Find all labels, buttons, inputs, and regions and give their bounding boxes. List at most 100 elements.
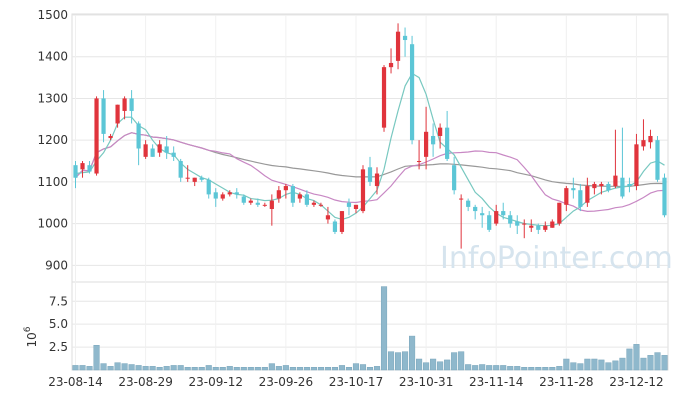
volume-bar [451, 352, 458, 371]
candle-body [150, 148, 155, 157]
candle-body [199, 177, 204, 180]
candle-body [508, 215, 513, 224]
candle-body [73, 165, 78, 178]
volume-bar [542, 367, 549, 371]
volume-bar [191, 367, 198, 371]
volume-bar [128, 364, 135, 371]
volume-bar [402, 351, 409, 371]
candle-body [655, 140, 660, 180]
volume-bar [486, 365, 493, 371]
x-tick-label: 23-11-14 [469, 375, 523, 389]
volume-bar [633, 344, 640, 371]
price-tick-label: 1000 [37, 217, 68, 231]
candle-body [445, 127, 450, 159]
price-tick-label: 1500 [37, 8, 68, 22]
volume-bar [444, 359, 451, 371]
volume-bar [338, 365, 346, 371]
volume-bar [177, 365, 184, 371]
volume-bar [212, 367, 219, 371]
volume-bar [219, 367, 226, 371]
candle-body [416, 161, 422, 163]
candle-body [241, 196, 246, 203]
candle-body [543, 225, 548, 230]
candle-body [297, 194, 302, 199]
candle-body [515, 221, 520, 226]
candle-body [129, 98, 134, 111]
x-tick-label: 23-12-12 [609, 375, 663, 389]
candle-body [227, 192, 232, 195]
volume-bar [598, 359, 605, 371]
price-tick-label: 1300 [37, 91, 68, 105]
candle-body [409, 44, 415, 141]
candle-body [115, 104, 120, 124]
volume-bar [114, 362, 121, 371]
candle-body [262, 204, 267, 206]
volume-bar [430, 358, 437, 371]
volume-bar [507, 366, 514, 371]
volume-bar [514, 366, 521, 371]
volume-bar [373, 366, 381, 371]
candle-body [283, 186, 288, 191]
volume-bar [387, 351, 395, 371]
volume-bar [261, 367, 268, 371]
volume-bar [528, 367, 535, 371]
price-tick-label: 900 [45, 258, 68, 272]
volume-bar [366, 367, 374, 371]
volume-unit-label: 106 [23, 326, 39, 347]
candle-body [269, 200, 274, 209]
volume-bar [605, 362, 612, 371]
volume-bar [268, 363, 275, 371]
volume-bar [184, 367, 191, 371]
candle-body [648, 135, 653, 143]
price-tick-label: 1400 [37, 50, 68, 64]
volume-bar [563, 358, 570, 371]
candle-body [388, 62, 394, 68]
candle-body [374, 173, 380, 187]
candle-body [634, 144, 639, 187]
volume-bar [303, 367, 310, 371]
volume-bar [345, 367, 353, 371]
x-tick-label: 23-08-14 [48, 375, 102, 389]
candle-body [466, 200, 471, 207]
candle-body [620, 177, 625, 197]
volume-bar [93, 345, 100, 371]
volume-bar [86, 366, 93, 371]
volume-bar [135, 365, 142, 371]
volume-bar [72, 365, 79, 371]
volume-bar [310, 367, 317, 371]
volume-bar [493, 365, 500, 371]
price-tick-label: 1200 [37, 133, 68, 147]
volume-tick-label: 2.5 [49, 340, 68, 354]
candle-body [395, 31, 401, 61]
volume-bar [612, 360, 619, 371]
candle-body [136, 123, 141, 149]
candle-body [157, 144, 162, 153]
candle-body [641, 140, 646, 147]
candle-body [459, 198, 464, 200]
candle-body [220, 194, 225, 199]
candle-body [431, 135, 436, 145]
candle-body [550, 221, 555, 228]
candle-body [234, 192, 239, 195]
candle-body [206, 179, 211, 195]
candle-body [185, 177, 190, 179]
volume-bar [394, 352, 402, 371]
volume-bar [226, 366, 233, 371]
candle-body [94, 98, 99, 174]
volume-bar [556, 366, 563, 371]
grid-layer [71, 13, 669, 371]
volume-bar [423, 362, 430, 371]
candle-body [564, 188, 569, 205]
volume-bar [198, 367, 205, 371]
candle-body [494, 211, 499, 224]
candle-body [311, 202, 317, 205]
volume-bar [591, 358, 598, 371]
volume-bar [584, 358, 591, 371]
candle-body [213, 192, 218, 199]
volume-bar [352, 363, 360, 371]
axis-layer: 900 1000 1100 1200 1300 1400 1500 2.5 5.0 7.5 23-0… [37, 8, 663, 389]
candle-body [536, 225, 541, 230]
candle-body [276, 190, 281, 199]
